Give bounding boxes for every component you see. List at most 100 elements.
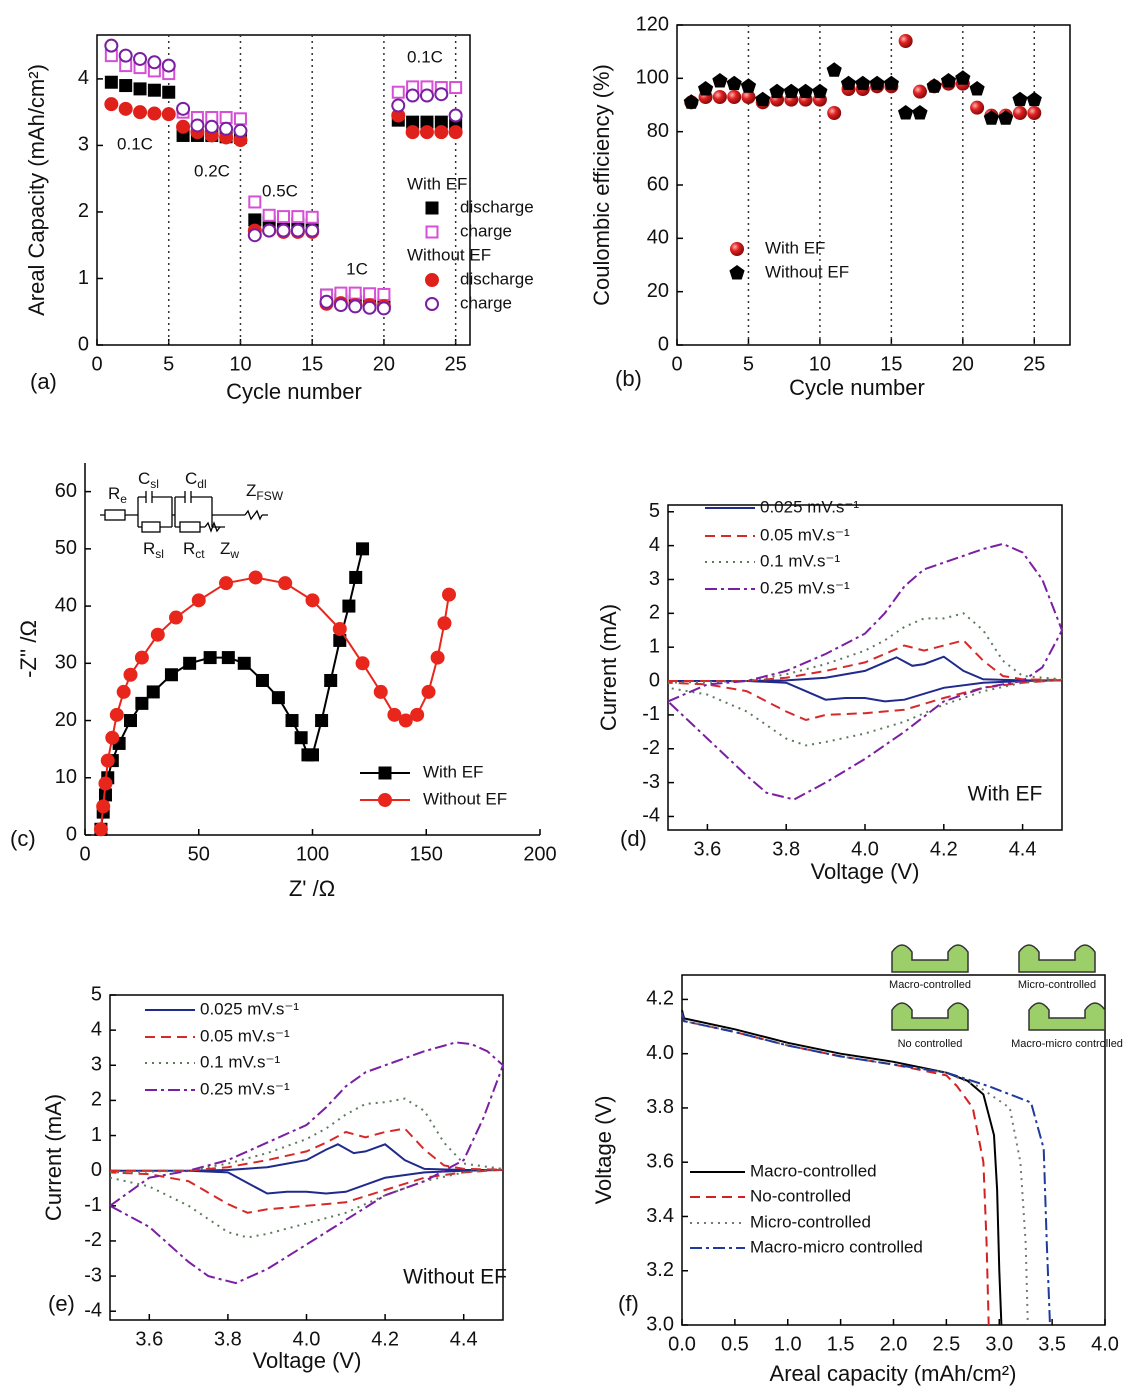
legend-label: 0.1 mV.s⁻¹ (200, 1052, 280, 1071)
marker (391, 85, 405, 99)
marker (387, 707, 402, 722)
marker (291, 210, 305, 224)
marker (161, 107, 176, 122)
panel-label: (c) (10, 826, 36, 851)
marker (449, 81, 463, 95)
marker (219, 110, 233, 124)
marker (405, 125, 420, 140)
marker (940, 73, 957, 88)
y-axis-label: Current (mA) (41, 1094, 66, 1221)
y-tick-label: 3 (91, 1054, 102, 1076)
x-tick-label: 1.5 (827, 1333, 855, 1355)
marker (448, 108, 463, 123)
marker (969, 81, 985, 96)
marker (204, 119, 219, 134)
marker (727, 90, 742, 104)
x-tick-label: 50 (188, 843, 210, 865)
x-tick-label: 150 (410, 843, 443, 865)
marker (233, 112, 247, 126)
circuit-wire (100, 496, 268, 528)
marker (1012, 106, 1027, 120)
circuit-label-main: R (108, 484, 120, 503)
marker (96, 799, 111, 814)
legend-label: 0.05 mV.s⁻¹ (760, 525, 850, 544)
series-line (681, 1010, 1003, 1326)
y-tick-label: 0 (78, 333, 89, 355)
marker (855, 75, 871, 91)
annotation: With EF (968, 783, 1043, 806)
y-tick-label: 1 (91, 1124, 102, 1146)
series-line (667, 542, 1064, 801)
y-tick-label: 20 (55, 709, 77, 731)
legend-label: discharge (460, 269, 534, 288)
marker (434, 87, 449, 102)
marker (105, 730, 120, 745)
legend-label: 0.05 mV.s⁻¹ (200, 1026, 290, 1045)
legend-label: With EF (423, 762, 483, 781)
marker (164, 668, 178, 682)
marker (305, 210, 319, 224)
marker (315, 714, 329, 728)
legend-label: Macro-controlled (750, 1161, 877, 1180)
marker (133, 105, 148, 120)
y-tick-label: 3 (78, 134, 89, 156)
series-line (667, 612, 1063, 747)
marker (305, 593, 320, 608)
marker (262, 223, 277, 238)
x-tick-label: 4.0 (1091, 1333, 1119, 1355)
marker (271, 691, 285, 705)
circuit-label-main: C (185, 469, 197, 488)
marker (826, 62, 842, 77)
y-axis-label: -Z'' /Ω (16, 620, 41, 678)
y-tick-label: 3.2 (646, 1259, 674, 1281)
marker (277, 210, 290, 224)
y-tick-label: -1 (642, 703, 660, 725)
annotation: 0.2C (194, 161, 230, 180)
series-line (109, 1127, 504, 1214)
marker (104, 97, 119, 112)
marker (191, 593, 206, 608)
marker (405, 88, 420, 103)
y-axis-label: Current (mA) (596, 604, 621, 731)
x-axis-label: Z' /Ω (289, 876, 335, 901)
marker (332, 621, 347, 636)
annotation: 0.1C (117, 134, 153, 153)
x-tick-label: 1.0 (774, 1333, 802, 1355)
marker (278, 576, 293, 591)
y-tick-label: 20 (647, 280, 669, 302)
marker (116, 684, 131, 699)
marker (355, 656, 370, 671)
x-tick-label: 4.0 (851, 838, 879, 860)
y-tick-label: 3.4 (646, 1205, 674, 1227)
legend-label: Micro-controlled (750, 1212, 871, 1231)
marker (998, 110, 1014, 125)
x-tick-label: 20 (952, 353, 974, 375)
annotation: 1C (346, 259, 368, 278)
y-tick-label: 4.0 (646, 1042, 674, 1064)
marker (741, 90, 756, 104)
marker (219, 121, 234, 136)
x-tick-label: 0.5 (721, 1333, 749, 1355)
marker (1026, 91, 1042, 107)
marker (376, 301, 391, 316)
electrode-icon (1018, 944, 1096, 973)
x-tick-label: 25 (1023, 353, 1045, 375)
marker (356, 542, 370, 556)
marker (419, 88, 434, 103)
x-tick-label: 15 (880, 353, 902, 375)
x-axis-label: Voltage (V) (253, 1348, 362, 1373)
marker (100, 753, 115, 768)
legend-marker (378, 766, 392, 780)
marker (391, 98, 406, 113)
legend-marker (425, 201, 439, 215)
y-tick-label: -2 (642, 737, 660, 759)
y-tick-label: 80 (647, 120, 669, 142)
marker (146, 685, 160, 699)
circuit-label-main: C (138, 469, 150, 488)
marker (290, 223, 305, 238)
y-tick-label: -2 (84, 1229, 102, 1251)
plot-frame (96, 34, 471, 346)
legend-label: Macro-micro controlled (750, 1237, 923, 1256)
y-tick-label: 4.2 (646, 988, 674, 1010)
marker (712, 90, 727, 104)
